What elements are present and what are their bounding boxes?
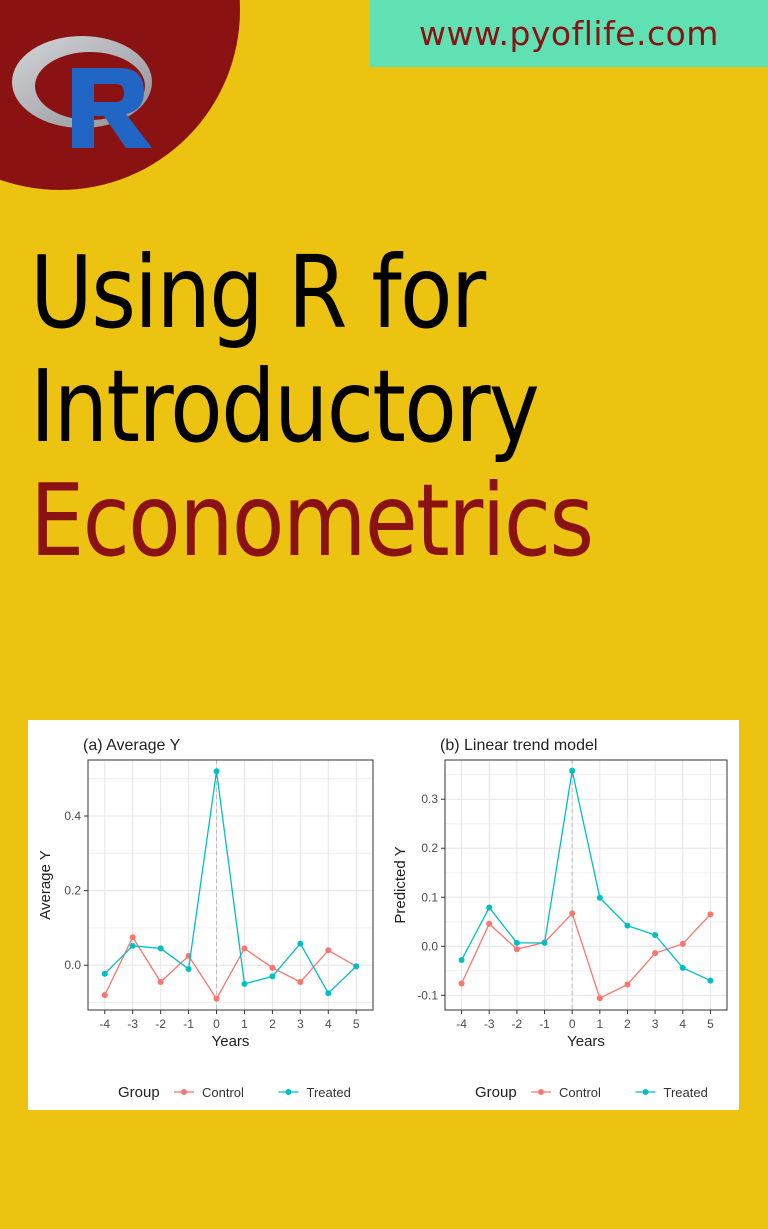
- data-point: [596, 995, 603, 1002]
- chart-panel-b: (b) Linear trend model -0.1 0.0 0.1 0.2 0.3 -4…: [392, 737, 728, 1101]
- legend-item-treated: Treated: [635, 1085, 708, 1100]
- series-line-control: [104, 935, 357, 1001]
- data-point: [213, 995, 220, 1002]
- legend-title: Group: [475, 1084, 517, 1101]
- data-point: [624, 981, 631, 988]
- legend-item-control: Control: [174, 1085, 244, 1100]
- chart-title: (a) Average Y: [83, 737, 181, 754]
- x-tick-label: 1: [241, 1017, 248, 1031]
- svg-text:Treated: Treated: [664, 1085, 708, 1100]
- title-line-1: Using R for: [30, 234, 486, 351]
- data-point: [101, 992, 108, 999]
- x-tick-label: -2: [512, 1017, 523, 1031]
- data-point: [486, 920, 493, 927]
- y-tick-label: 0.2: [64, 884, 81, 898]
- series-line-control: [460, 912, 711, 1000]
- data-point: [269, 973, 276, 980]
- data-point: [241, 945, 248, 952]
- x-tick-label: 2: [624, 1017, 631, 1031]
- x-tick-label: -3: [127, 1017, 138, 1031]
- svg-text:Control: Control: [202, 1085, 244, 1100]
- x-tick-label: 0: [569, 1017, 576, 1031]
- x-tick-label: -4: [456, 1017, 467, 1031]
- series-line-treated: [461, 770, 711, 982]
- data-point: [596, 894, 603, 901]
- data-point: [513, 939, 520, 946]
- x-tick-label: -3: [484, 1017, 495, 1031]
- charts-svg: (a) Average Y 0.0 0.2 0.4 -4 -3 -2 -1 0 1 2 3 4 5 Year…: [37, 737, 728, 1101]
- x-tick-label: 3: [297, 1017, 304, 1031]
- data-point: [129, 942, 136, 949]
- chart-title: (b) Linear trend model: [440, 737, 597, 754]
- data-point: [157, 979, 164, 986]
- data-point: [157, 945, 164, 952]
- r-logo-icon: [12, 36, 152, 148]
- website-url[interactable]: www.pyoflife.com: [419, 14, 719, 53]
- x-tick-label: 5: [707, 1017, 714, 1031]
- x-tick-label: 3: [652, 1017, 659, 1031]
- y-tick-label: 0.3: [421, 792, 438, 806]
- x-tick-label: 5: [353, 1017, 360, 1031]
- x-tick-label: -4: [99, 1017, 110, 1031]
- data-point: [652, 932, 659, 938]
- data-point: [679, 964, 686, 971]
- legend-item-control: Control: [531, 1085, 601, 1100]
- y-tick-label: 0.2: [421, 841, 438, 855]
- y-tick-label: 0.4: [64, 809, 81, 823]
- x-tick-label: 4: [679, 1017, 686, 1031]
- website-banner[interactable]: www.pyoflife.com: [370, 0, 768, 67]
- data-point: [325, 947, 332, 954]
- data-point: [707, 911, 714, 918]
- data-point: [213, 768, 220, 775]
- data-point: [297, 979, 304, 986]
- data-point: [652, 950, 659, 957]
- data-point: [541, 939, 548, 946]
- x-tick-label: 1: [596, 1017, 603, 1031]
- page-title: Using R for Introductory Econometrics: [30, 234, 594, 579]
- y-axis-label: Average Y: [37, 850, 54, 920]
- data-point: [297, 940, 304, 947]
- y-axis-label: Predicted Y: [392, 846, 409, 923]
- x-tick-label: -2: [155, 1017, 166, 1031]
- x-tick-label: 4: [325, 1017, 332, 1031]
- data-point: [624, 922, 631, 929]
- y-tick-label: 0.1: [421, 890, 438, 904]
- data-point: [679, 940, 686, 947]
- y-tick-label: -0.1: [417, 988, 438, 1002]
- data-point: [129, 934, 136, 941]
- title-line-2: Introductory: [30, 348, 540, 465]
- svg-text:Control: Control: [559, 1085, 601, 1100]
- x-axis-label: Years: [567, 1033, 605, 1050]
- series-line-treated: [104, 771, 357, 995]
- data-point: [513, 946, 520, 953]
- data-point: [569, 910, 576, 917]
- chart-card: (a) Average Y 0.0 0.2 0.4 -4 -3 -2 -1 0 1 2 3 4 5 Year…: [28, 720, 739, 1110]
- y-tick-label: 0.0: [421, 939, 438, 953]
- x-tick-label: 2: [269, 1017, 276, 1031]
- x-tick-label: 0: [213, 1017, 220, 1031]
- data-point: [325, 990, 332, 997]
- x-axis-label: Years: [212, 1033, 250, 1050]
- title-line-3: Econometrics: [30, 462, 594, 579]
- data-point: [269, 964, 276, 971]
- chart-panel-a: (a) Average Y 0.0 0.2 0.4 -4 -3 -2 -1 0 1 2 3 4 5 Year…: [37, 737, 374, 1101]
- data-point: [353, 963, 360, 970]
- svg-text:Treated: Treated: [307, 1085, 351, 1100]
- x-tick-label: -1: [539, 1017, 550, 1031]
- data-point: [486, 904, 493, 911]
- legend-item-treated: Treated: [278, 1085, 351, 1100]
- data-point: [458, 980, 465, 987]
- data-point: [569, 767, 576, 774]
- data-point: [185, 965, 192, 972]
- data-point: [241, 980, 248, 987]
- data-point: [101, 970, 108, 977]
- legend-title: Group: [118, 1084, 160, 1101]
- data-point: [458, 957, 465, 963]
- data-point: [707, 977, 714, 984]
- y-tick-label: 0.0: [64, 958, 81, 972]
- x-tick-label: -1: [183, 1017, 194, 1031]
